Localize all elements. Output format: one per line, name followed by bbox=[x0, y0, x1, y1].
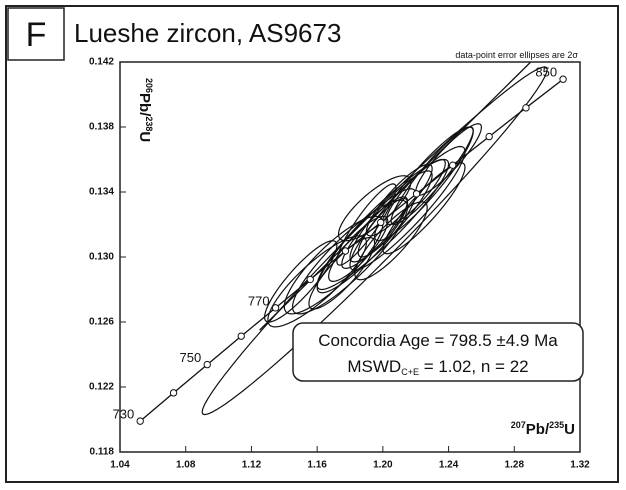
age-marker bbox=[203, 360, 211, 369]
y-axis-label: 206Pb/238U bbox=[136, 78, 154, 142]
plot-frame bbox=[119, 61, 581, 453]
error-ellipse bbox=[291, 199, 409, 315]
age-marker bbox=[485, 132, 493, 141]
annotation-part: MSWD bbox=[347, 357, 401, 376]
error-ellipse bbox=[267, 235, 368, 328]
error-ellipse bbox=[357, 197, 409, 258]
y-label-part: U bbox=[136, 131, 153, 142]
age-marker bbox=[169, 389, 178, 397]
plot-area: 730 750 770 850 bbox=[113, 61, 581, 453]
chart-title: Lueshe zircon, AS9673 bbox=[74, 18, 341, 48]
x-tick-label: 1.32 bbox=[570, 460, 590, 471]
x-tick-label: 1.20 bbox=[373, 460, 393, 471]
age-label: 750 bbox=[180, 350, 202, 365]
age-marker bbox=[559, 75, 567, 83]
y-label-part: 238 bbox=[144, 116, 154, 131]
data-layer bbox=[136, 62, 567, 425]
x-tick-label: 1.16 bbox=[307, 460, 327, 471]
age-marker bbox=[306, 275, 314, 284]
age-label: 770 bbox=[248, 293, 270, 308]
y-tick-label: 0.126 bbox=[89, 317, 114, 328]
age-label: 730 bbox=[113, 407, 135, 422]
age-marker bbox=[271, 304, 280, 312]
x-tick-label: 1.12 bbox=[242, 460, 262, 471]
y-tick-label: 0.122 bbox=[89, 382, 114, 393]
outer-frame bbox=[5, 5, 619, 483]
age-marker bbox=[448, 161, 457, 169]
y-tick-label: 0.142 bbox=[89, 57, 114, 68]
annotation-line: Concordia Age = 798.5 ±4.9 Ma bbox=[318, 331, 558, 350]
panel-label: F bbox=[26, 16, 47, 54]
note: data-point error ellipses are 2σ bbox=[455, 50, 578, 60]
annotation-part: = 1.02, n = 22 bbox=[419, 357, 529, 376]
annotation-line: MSWDC+E = 1.02, n = 22 bbox=[347, 357, 528, 377]
error-ellipse bbox=[201, 66, 548, 416]
x-tick-label: 1.24 bbox=[439, 460, 459, 471]
y-tick-label: 0.118 bbox=[90, 447, 115, 458]
error-ellipse bbox=[382, 162, 466, 255]
y-label-part: Pb/ bbox=[136, 93, 153, 117]
x-axis-label: 207Pb/235U bbox=[511, 420, 575, 438]
x-tick-label: 1.28 bbox=[505, 460, 525, 471]
error-ellipse bbox=[349, 145, 466, 271]
age-marker bbox=[237, 332, 245, 340]
y-tick-label: 0.134 bbox=[89, 187, 114, 198]
x-label-part: U bbox=[564, 421, 575, 438]
x-label-part: 207 bbox=[511, 420, 526, 430]
error-ellipse bbox=[374, 126, 474, 242]
panel-box bbox=[7, 7, 65, 61]
age-marker bbox=[341, 247, 350, 255]
x-tick-label: 1.08 bbox=[176, 460, 196, 471]
age-marker bbox=[522, 104, 530, 112]
y-tick-label: 0.138 bbox=[89, 122, 114, 133]
x-label-part: 235 bbox=[549, 420, 564, 430]
age-label: 850 bbox=[535, 65, 557, 80]
error-ellipse bbox=[349, 170, 433, 263]
age-marker bbox=[412, 190, 421, 198]
error-ellipse bbox=[308, 236, 376, 310]
age-marker bbox=[136, 417, 144, 425]
error-ellipse bbox=[341, 196, 409, 269]
annotation-part: C+E bbox=[401, 367, 419, 377]
age-marker bbox=[377, 218, 385, 227]
y-label-part: 206 bbox=[144, 78, 154, 93]
x-label-part: Pb/ bbox=[526, 421, 550, 438]
annotation-box bbox=[292, 322, 584, 382]
x-tick-label: 1.04 bbox=[110, 460, 130, 471]
y-tick-label: 0.130 bbox=[89, 252, 114, 263]
error-ellipse bbox=[365, 163, 433, 237]
